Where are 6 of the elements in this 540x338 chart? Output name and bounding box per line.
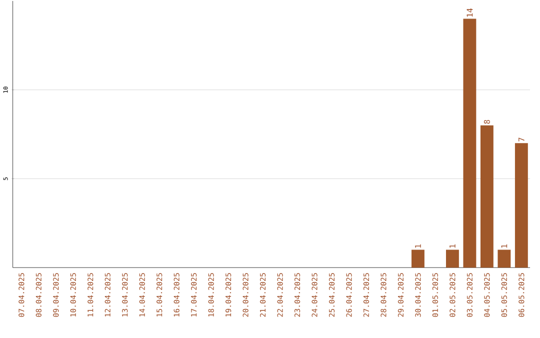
bar bbox=[514, 143, 528, 268]
bar bbox=[480, 125, 494, 268]
bar bbox=[412, 250, 424, 268]
bar bbox=[446, 250, 459, 268]
bar bbox=[498, 250, 511, 268]
bar bbox=[463, 18, 476, 268]
